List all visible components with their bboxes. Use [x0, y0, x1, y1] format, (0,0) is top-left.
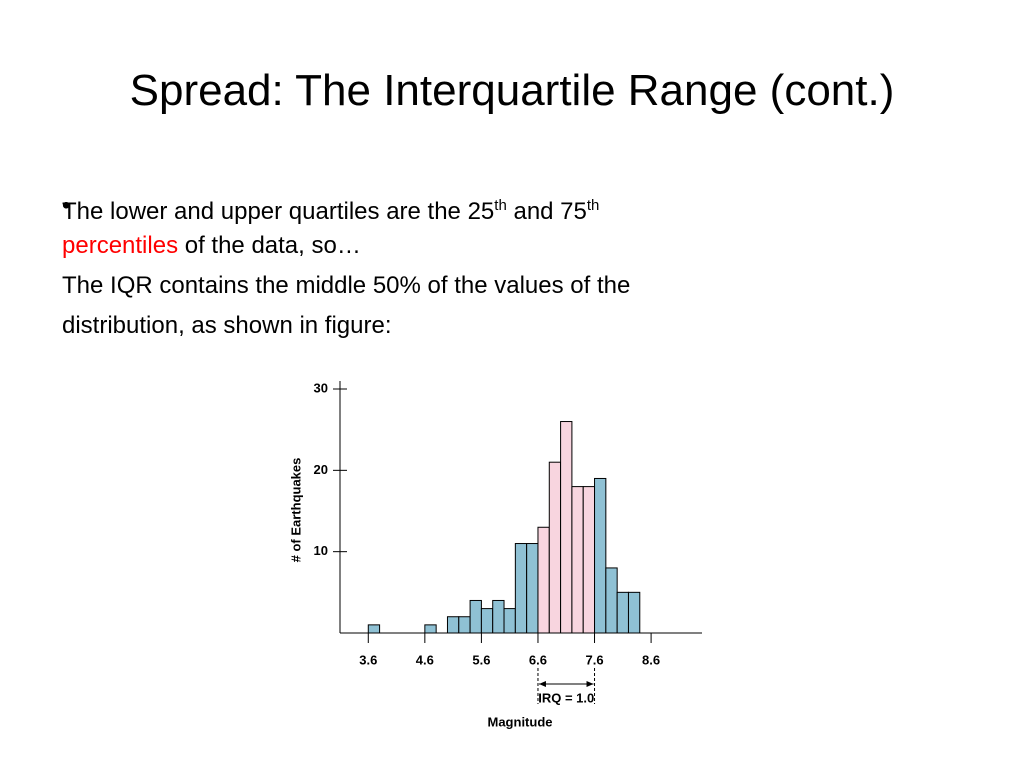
bar: [514, 543, 528, 634]
y-tick-label: 10: [314, 543, 328, 558]
text-run: of the data, so…: [178, 232, 361, 259]
bar: [571, 486, 584, 634]
bar: [446, 616, 460, 634]
bar: [503, 608, 516, 634]
text-run: The lower and upper quartiles are the 25: [62, 198, 495, 225]
bar: [367, 624, 381, 634]
text-run: percentiles: [62, 232, 179, 259]
y-axis-label: # of Earthquakes: [288, 458, 303, 563]
text-run: The IQR contains the middle 50% of the v…: [62, 272, 631, 299]
bar: [616, 591, 629, 634]
x-tick-label: 8.6: [642, 652, 660, 667]
x-axis-label: Magnitude: [488, 714, 553, 729]
bar: [458, 616, 471, 634]
bullet-line: The lower and upper quartiles are the 25…: [62, 186, 962, 226]
bullet-dot: •: [62, 192, 71, 219]
y-tick-label: 30: [314, 380, 328, 395]
bar: [480, 608, 494, 634]
text-run: and 75: [506, 198, 587, 225]
bar: [469, 599, 482, 634]
bar: [424, 624, 437, 634]
text-run: th: [586, 197, 600, 214]
bullet-line: The IQR contains the middle 50% of the v…: [62, 266, 962, 306]
x-tick-label: 4.6: [416, 652, 434, 667]
bar: [594, 477, 607, 634]
text-run: th: [494, 197, 507, 214]
bullet-line: percentiles of the data, so…: [62, 226, 962, 266]
x-tick-label: 5.6: [472, 652, 490, 667]
x-tick-label: 7.6: [585, 652, 603, 667]
bullet: • The IQR contains the middle 50% of the …: [62, 192, 962, 346]
bar: [627, 591, 641, 634]
bar: [537, 526, 550, 634]
bullet-dot: •: [62, 192, 71, 219]
bullet-line: distribution, as shown in figure:: [62, 306, 962, 346]
y-tick-label: 20: [314, 462, 328, 477]
bullet: • The lower and upper quartiles are the 2…: [62, 186, 962, 266]
bar: [548, 461, 562, 634]
bar: [605, 567, 618, 634]
bar: [582, 486, 596, 634]
x-tick-label: 6.6: [529, 652, 547, 667]
text-run: distribution, as shown in figure:: [62, 312, 392, 339]
bullet-list: • The lower and upper quartiles are the 2…: [62, 186, 962, 346]
bar: [560, 421, 573, 634]
x-tick-label: 3.6: [359, 652, 377, 667]
slide-title: Spread: The Interquartile Range (cont.): [129, 66, 895, 115]
iqr-label: IRQ = 1.0: [538, 690, 594, 705]
bar: [526, 543, 539, 634]
bar: [492, 599, 505, 634]
